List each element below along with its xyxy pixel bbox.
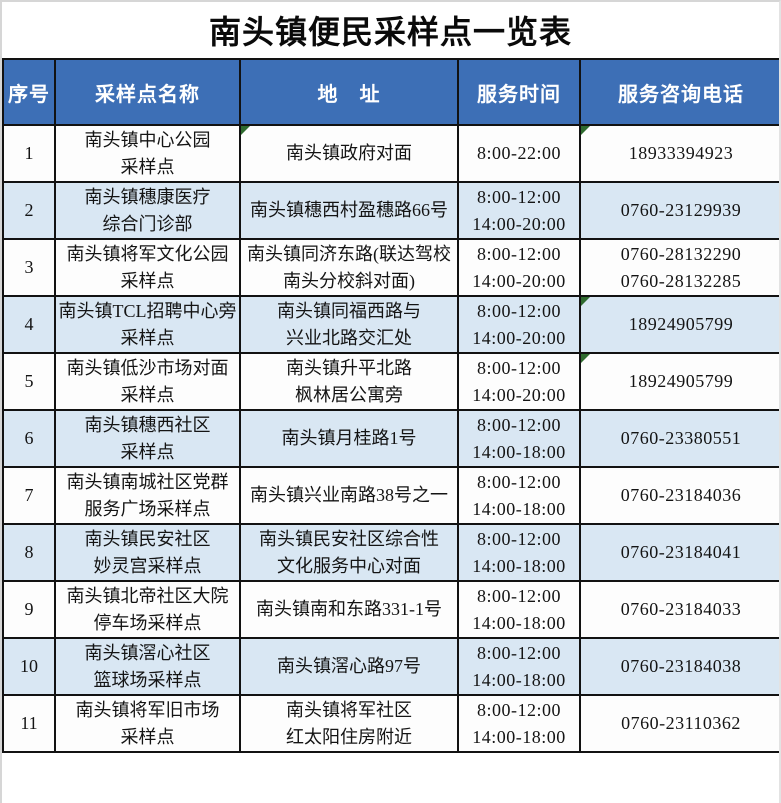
cell-phone: 18933394923: [579, 124, 779, 183]
table-row: 1 南头镇中心公园 采样点 南头镇政府对面 8:00-22:00 18933394…: [2, 124, 779, 183]
cell-address: 南头镇民安社区综合性 文化服务中心对面: [239, 523, 459, 582]
cell-time: 8:00-12:00 14:00-18:00: [457, 637, 581, 696]
header-row: 序号 采样点名称 地 址 服务时间 服务咨询电话: [2, 58, 779, 126]
header-name: 采样点名称: [54, 58, 241, 126]
cell-address: 南头镇同福西路与 兴业北路交汇处: [239, 295, 459, 354]
excel-comment-marker: [582, 127, 590, 135]
cell-name: 南头镇穗康医疗 综合门诊部: [54, 181, 241, 240]
cell-phone: 0760-23380551: [579, 409, 779, 468]
cell-phone: 0760-23184038: [579, 637, 779, 696]
cell-phone: 0760-23184033: [579, 580, 779, 639]
cell-time: 8:00-12:00 14:00-20:00: [457, 295, 581, 354]
header-no: 序号: [2, 58, 56, 126]
table-header: 序号 采样点名称 地 址 服务时间 服务咨询电话: [2, 58, 779, 126]
table-body: 1 南头镇中心公园 采样点 南头镇政府对面 8:00-22:00 18933394…: [2, 124, 779, 753]
cell-name: 南头镇将军旧市场 采样点: [54, 694, 241, 753]
cell-address: 南头镇兴业南路38号之一: [239, 466, 459, 525]
cell-no: 2: [2, 181, 56, 240]
cell-name: 南头镇北帝社区大院 停车场采样点: [54, 580, 241, 639]
table-row: 4 南头镇TCL招聘中心旁 采样点 南头镇同福西路与 兴业北路交汇处 8:00-12…: [2, 295, 779, 354]
cell-address: 南头镇升平北路 枫林居公寓旁: [239, 352, 459, 411]
cell-time: 8:00-22:00: [457, 124, 581, 183]
cell-phone: 0760-23184036: [579, 466, 779, 525]
cell-time: 8:00-12:00 14:00-18:00: [457, 523, 581, 582]
excel-comment-marker: [582, 298, 590, 306]
cell-no: 4: [2, 295, 56, 354]
cell-address: 南头镇政府对面: [239, 124, 459, 183]
cell-time: 8:00-12:00 14:00-18:00: [457, 580, 581, 639]
table-row: 7 南头镇南城社区党群 服务广场采样点 南头镇兴业南路38号之一 8:00-12:…: [2, 466, 779, 525]
cell-address: 南头镇月桂路1号: [239, 409, 459, 468]
cell-address: 南头镇穗西村盈穗路66号: [239, 181, 459, 240]
table-row: 9 南头镇北帝社区大院 停车场采样点 南头镇南和东路331-1号 8:00-12:…: [2, 580, 779, 639]
cell-address: 南头镇将军社区 红太阳住房附近: [239, 694, 459, 753]
excel-comment-marker: [582, 355, 590, 363]
table-row: 10 南头镇滘心社区 篮球场采样点 南头镇滘心路97号 8:00-12:00 14:…: [2, 637, 779, 696]
cell-phone: 18924905799: [579, 295, 779, 354]
table-row: 8 南头镇民安社区 妙灵宫采样点 南头镇民安社区综合性 文化服务中心对面 8:00-…: [2, 523, 779, 582]
cell-no: 8: [2, 523, 56, 582]
cell-no: 3: [2, 238, 56, 297]
cell-no: 1: [2, 124, 56, 183]
cell-time: 8:00-12:00 14:00-18:00: [457, 694, 581, 753]
cell-name: 南头镇南城社区党群 服务广场采样点: [54, 466, 241, 525]
cell-name: 南头镇低沙市场对面 采样点: [54, 352, 241, 411]
header-address: 地 址: [239, 58, 459, 126]
cell-time: 8:00-12:00 14:00-18:00: [457, 466, 581, 525]
cell-no: 7: [2, 466, 56, 525]
cell-name: 南头镇民安社区 妙灵宫采样点: [54, 523, 241, 582]
table-row: 5 南头镇低沙市场对面 采样点 南头镇升平北路 枫林居公寓旁 8:00-12:00 1…: [2, 352, 779, 411]
cell-phone: 0760-23129939: [579, 181, 779, 240]
header-phone: 服务咨询电话: [579, 58, 779, 126]
cell-name: 南头镇滘心社区 篮球场采样点: [54, 637, 241, 696]
table-row: 11 南头镇将军旧市场 采样点 南头镇将军社区 红太阳住房附近 8:00-12:00…: [2, 694, 779, 753]
cell-name: 南头镇穗西社区 采样点: [54, 409, 241, 468]
cell-phone: 0760-28132290 0760-28132285: [579, 238, 779, 297]
header-time: 服务时间: [457, 58, 581, 126]
cell-no: 10: [2, 637, 56, 696]
cell-time: 8:00-12:00 14:00-20:00: [457, 181, 581, 240]
cell-address: 南头镇南和东路331-1号: [239, 580, 459, 639]
cell-phone: 0760-23110362: [579, 694, 779, 753]
page-title: 南头镇便民采样点一览表: [208, 14, 572, 50]
sampling-points-table: 序号 采样点名称 地 址 服务时间 服务咨询电话 1 南头镇中心公园 采样点 南头…: [2, 58, 779, 753]
cell-name: 南头镇将军文化公园 采样点: [54, 238, 241, 297]
cell-phone: 0760-23184041: [579, 523, 779, 582]
cell-phone: 18924905799: [579, 352, 779, 411]
cell-time: 8:00-12:00 14:00-20:00: [457, 238, 581, 297]
excel-comment-marker: [242, 127, 250, 135]
cell-time: 8:00-12:00 14:00-20:00: [457, 352, 581, 411]
cell-no: 9: [2, 580, 56, 639]
table-row: 3 南头镇将军文化公园 采样点 南头镇同济东路(联达驾校 南头分校斜对面) 8:00…: [2, 238, 779, 297]
cell-name: 南头镇中心公园 采样点: [54, 124, 241, 183]
cell-name: 南头镇TCL招聘中心旁 采样点: [54, 295, 241, 354]
cell-address: 南头镇滘心路97号: [239, 637, 459, 696]
table-row: 2 南头镇穗康医疗 综合门诊部 南头镇穗西村盈穗路66号 8:00-12:00 14…: [2, 181, 779, 240]
cell-time: 8:00-12:00 14:00-18:00: [457, 409, 581, 468]
cell-no: 11: [2, 694, 56, 753]
cell-no: 6: [2, 409, 56, 468]
cell-no: 5: [2, 352, 56, 411]
table-row: 6 南头镇穗西社区 采样点 南头镇月桂路1号 8:00-12:00 14:00-18…: [2, 409, 779, 468]
cell-address: 南头镇同济东路(联达驾校 南头分校斜对面): [239, 238, 459, 297]
